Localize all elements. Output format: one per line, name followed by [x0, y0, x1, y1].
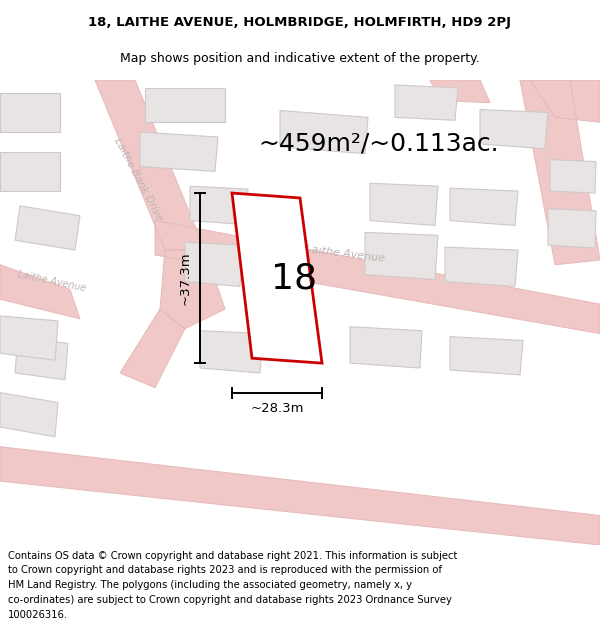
Polygon shape [430, 80, 490, 102]
Text: ~37.3m: ~37.3m [179, 251, 192, 305]
Polygon shape [0, 316, 58, 360]
Polygon shape [0, 265, 80, 319]
Polygon shape [15, 206, 80, 250]
Text: ~28.3m: ~28.3m [250, 402, 304, 416]
Polygon shape [548, 209, 596, 248]
Polygon shape [140, 132, 218, 171]
Text: Laithe Avenue: Laithe Avenue [305, 244, 385, 264]
Polygon shape [0, 92, 60, 132]
Polygon shape [145, 88, 225, 122]
Text: Laithe Bank Drive: Laithe Bank Drive [112, 136, 164, 222]
Polygon shape [450, 337, 523, 375]
Polygon shape [160, 250, 225, 329]
Polygon shape [280, 111, 368, 154]
Text: to Crown copyright and database rights 2023 and is reproduced with the permissio: to Crown copyright and database rights 2… [8, 566, 442, 576]
Polygon shape [480, 109, 548, 149]
Polygon shape [155, 221, 600, 334]
Text: Map shows position and indicative extent of the property.: Map shows position and indicative extent… [120, 52, 480, 65]
Polygon shape [445, 247, 518, 286]
Polygon shape [0, 152, 60, 191]
Text: co-ordinates) are subject to Crown copyright and database rights 2023 Ordnance S: co-ordinates) are subject to Crown copyr… [8, 595, 452, 605]
Polygon shape [0, 447, 600, 545]
Polygon shape [95, 80, 205, 250]
Text: 18: 18 [271, 261, 317, 295]
Polygon shape [0, 392, 58, 437]
Polygon shape [232, 193, 322, 363]
Polygon shape [370, 183, 438, 226]
Text: ~459m²/~0.113ac.: ~459m²/~0.113ac. [258, 132, 499, 156]
Polygon shape [550, 159, 596, 193]
Polygon shape [365, 232, 438, 279]
Text: HM Land Registry. The polygons (including the associated geometry, namely x, y: HM Land Registry. The polygons (includin… [8, 580, 412, 590]
Polygon shape [120, 309, 185, 388]
Polygon shape [15, 337, 68, 380]
Text: 100026316.: 100026316. [8, 610, 68, 620]
Text: 18, LAITHE AVENUE, HOLMBRIDGE, HOLMFIRTH, HD9 2PJ: 18, LAITHE AVENUE, HOLMBRIDGE, HOLMFIRTH… [89, 16, 511, 29]
Polygon shape [200, 331, 263, 373]
Polygon shape [190, 186, 248, 224]
Polygon shape [530, 80, 600, 122]
Text: Contains OS data © Crown copyright and database right 2021. This information is : Contains OS data © Crown copyright and d… [8, 551, 457, 561]
Polygon shape [350, 327, 422, 368]
Text: Laithe Avenue: Laithe Avenue [17, 269, 87, 294]
Polygon shape [395, 85, 458, 120]
Polygon shape [185, 242, 243, 286]
Polygon shape [520, 80, 600, 265]
Polygon shape [450, 188, 518, 226]
